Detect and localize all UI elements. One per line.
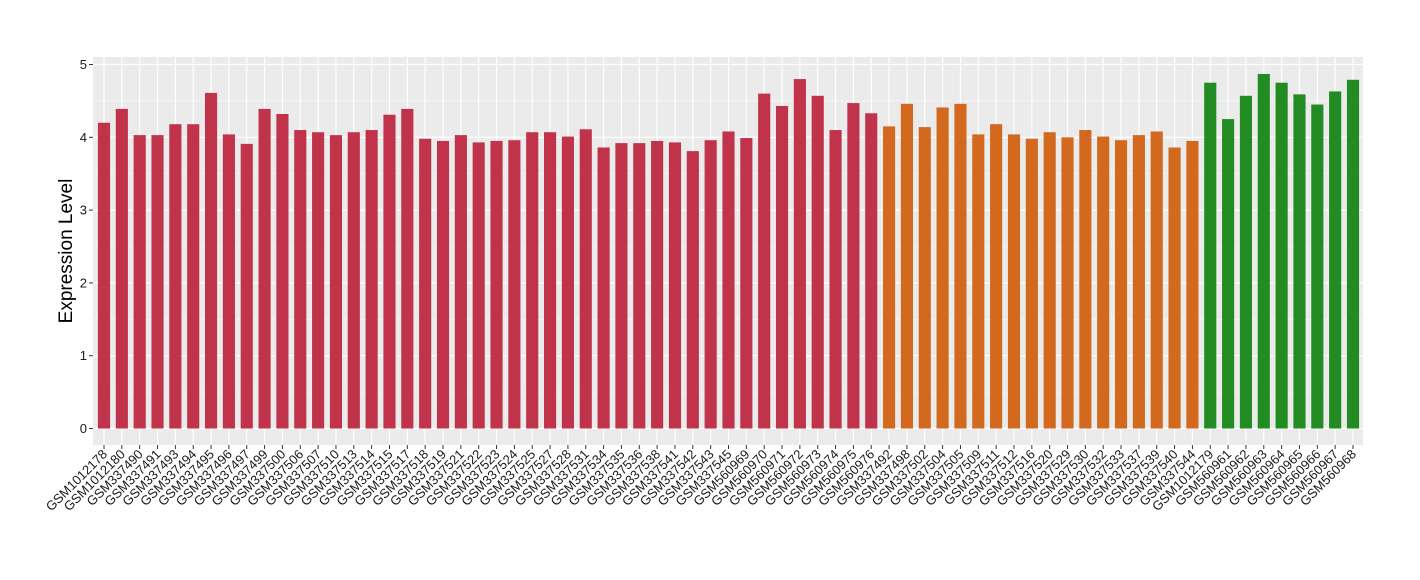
bar-GSM337527 bbox=[544, 132, 557, 429]
bar-GSM337498 bbox=[900, 103, 913, 429]
y-tick-label: 3 bbox=[80, 203, 87, 218]
bar-GSM337543 bbox=[704, 140, 717, 429]
bar-GSM560965 bbox=[1293, 94, 1306, 429]
y-tick-label: 4 bbox=[80, 130, 87, 145]
bar-GSM337539 bbox=[1150, 131, 1163, 429]
bar-GSM560970 bbox=[758, 93, 771, 429]
bar-GSM337519 bbox=[436, 140, 450, 429]
bar-GSM337537 bbox=[1132, 135, 1145, 429]
bar-GSM337497 bbox=[240, 143, 253, 429]
bar-GSM337534 bbox=[597, 147, 610, 429]
bar-GSM337528 bbox=[561, 136, 574, 429]
bar-GSM337541 bbox=[668, 142, 682, 429]
bar-GSM560971 bbox=[775, 105, 789, 429]
bar-GSM337525 bbox=[526, 132, 539, 429]
bar-GSM337520 bbox=[1043, 132, 1056, 429]
bar-GSM560972 bbox=[793, 79, 806, 429]
bar-GSM337496 bbox=[222, 134, 235, 429]
axes: 012345GSM1012178GSM1012180GSM337490GSM33… bbox=[43, 57, 1359, 514]
bar-GSM337517 bbox=[401, 108, 414, 429]
bar-GSM337507 bbox=[312, 132, 325, 429]
bar-GSM560973 bbox=[811, 95, 824, 429]
bar-GSM1012180 bbox=[115, 108, 128, 429]
bar-GSM337506 bbox=[294, 130, 307, 429]
bar-GSM337490 bbox=[133, 135, 146, 429]
bar-GSM337499 bbox=[258, 108, 271, 429]
bar-GSM337523 bbox=[490, 140, 503, 429]
bar-GSM337513 bbox=[347, 132, 360, 429]
y-axis-title: Expression Level bbox=[56, 179, 77, 324]
bar-GSM337536 bbox=[633, 143, 646, 429]
bar-GSM337500 bbox=[276, 114, 289, 429]
bar-GSM337533 bbox=[1114, 140, 1128, 429]
bar-GSM337530 bbox=[1079, 130, 1092, 429]
bar-GSM337492 bbox=[883, 126, 896, 429]
bar-GSM337494 bbox=[187, 124, 200, 429]
bar-GSM337514 bbox=[365, 130, 378, 429]
bar-GSM560969 bbox=[740, 138, 753, 429]
bar-GSM560974 bbox=[829, 130, 842, 429]
bar-GSM337495 bbox=[204, 92, 218, 429]
bar-GSM337531 bbox=[579, 129, 592, 429]
bar-GSM337510 bbox=[329, 135, 343, 429]
bar-GSM337529 bbox=[1061, 137, 1074, 429]
y-tick-label: 0 bbox=[80, 421, 87, 436]
bar-GSM560961 bbox=[1222, 119, 1235, 429]
bar-GSM560967 bbox=[1329, 91, 1342, 429]
bar-GSM560963 bbox=[1257, 73, 1270, 429]
bar-GSM560962 bbox=[1239, 95, 1253, 429]
bar-GSM337540 bbox=[1168, 147, 1181, 429]
bar-GSM337518 bbox=[419, 138, 432, 429]
y-tick-label: 2 bbox=[80, 275, 87, 290]
bar-GSM337521 bbox=[454, 135, 467, 429]
bar-GSM337535 bbox=[615, 143, 628, 429]
bar-GSM337532 bbox=[1097, 136, 1110, 429]
bar-GSM337505 bbox=[954, 103, 967, 429]
bar-GSM337545 bbox=[722, 131, 735, 429]
bar-GSM560975 bbox=[847, 103, 860, 429]
bar-GSM1012178 bbox=[97, 122, 111, 429]
bar-GSM337544 bbox=[1186, 140, 1199, 429]
bar-GSM337524 bbox=[508, 140, 521, 429]
bar-GSM337511 bbox=[990, 124, 1003, 429]
bar-GSM337509 bbox=[972, 134, 985, 429]
bar-GSM337516 bbox=[1025, 138, 1038, 429]
bar-GSM337504 bbox=[936, 107, 949, 429]
bar-GSM560966 bbox=[1311, 104, 1324, 429]
y-tick-label: 5 bbox=[80, 57, 87, 72]
bar-GSM337538 bbox=[651, 140, 664, 429]
bar-GSM337512 bbox=[1007, 134, 1021, 429]
bar-GSM560976 bbox=[865, 113, 878, 429]
bar-GSM560968 bbox=[1346, 79, 1360, 429]
bar-GSM337502 bbox=[918, 127, 931, 429]
bar-GSM337491 bbox=[151, 135, 164, 429]
bar-GSM560964 bbox=[1275, 82, 1288, 429]
y-tick-label: 1 bbox=[80, 348, 87, 363]
bar-GSM1012179 bbox=[1204, 82, 1217, 429]
bar-GSM337542 bbox=[686, 151, 699, 429]
bar-GSM337515 bbox=[383, 114, 396, 429]
bar-GSM337493 bbox=[169, 124, 182, 429]
bar-GSM337522 bbox=[472, 142, 485, 429]
bars bbox=[97, 73, 1360, 429]
